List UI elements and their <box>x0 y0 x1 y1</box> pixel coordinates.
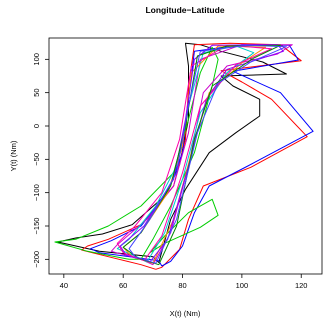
y-tick-label: −200 <box>32 251 41 268</box>
trajectory-line <box>149 198 219 254</box>
plot-frame <box>48 37 323 275</box>
x-tick-label: 100 <box>236 281 249 290</box>
y-tick-label: −50 <box>32 153 41 166</box>
y-axis-label: Y(t) (Nm) <box>9 140 18 171</box>
y-axis: −200 −150 −100 −50 0 50 100 <box>32 53 49 268</box>
x-tick-label: 120 <box>295 281 308 290</box>
x-axis: 40 60 80 100 120 <box>60 274 308 290</box>
trajectory-line <box>119 44 284 263</box>
y-tick-label: −150 <box>32 218 41 235</box>
trajectory-line <box>81 42 308 270</box>
x-tick-label: 40 <box>60 281 68 290</box>
trajectory-line <box>116 44 273 262</box>
y-tick-label: 100 <box>32 53 41 66</box>
trajectory-line <box>128 44 287 264</box>
plot-area <box>48 37 323 275</box>
y-tick-label: 0 <box>32 124 41 128</box>
trajectory-line <box>54 46 219 260</box>
y-tick-label: 50 <box>32 88 41 96</box>
series-layer <box>54 42 314 270</box>
x-axis-label: X(t) (Nm) <box>170 309 201 318</box>
x-tick-label: 60 <box>119 281 127 290</box>
trajectory-line <box>110 44 293 266</box>
y-tick-label: −100 <box>32 184 41 201</box>
x-tick-label: 80 <box>178 281 186 290</box>
trajectory-line <box>122 44 281 266</box>
chart-title: Longitude−Latitude <box>145 5 224 15</box>
